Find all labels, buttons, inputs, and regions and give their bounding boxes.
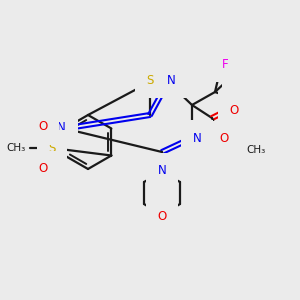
- Text: F: F: [222, 58, 228, 70]
- Text: N: N: [167, 74, 176, 86]
- Text: N: N: [57, 121, 66, 134]
- Text: O: O: [230, 103, 238, 116]
- Text: N: N: [158, 164, 166, 178]
- Text: O: O: [38, 121, 48, 134]
- Text: S: S: [48, 142, 56, 154]
- Text: N: N: [193, 131, 201, 145]
- Text: O: O: [38, 163, 48, 176]
- Text: CH₃: CH₃: [7, 143, 26, 153]
- Text: O: O: [219, 133, 229, 146]
- Text: CH₃: CH₃: [246, 145, 265, 155]
- Text: S: S: [146, 74, 154, 86]
- Text: O: O: [158, 211, 166, 224]
- Text: F: F: [242, 92, 248, 106]
- Text: F: F: [234, 70, 240, 83]
